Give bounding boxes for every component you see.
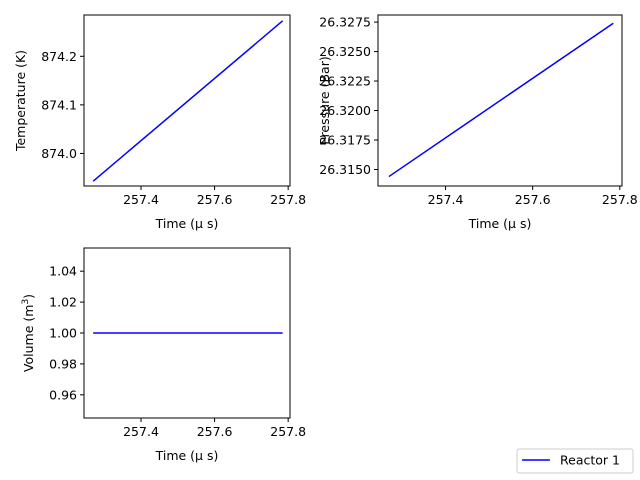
pressure-y-tick-label: 26.3150 (319, 162, 371, 177)
volume-y-tick-label: 1.02 (49, 295, 77, 310)
pressure-y-tick-label: 26.3225 (319, 74, 371, 89)
temperature-axes-frame (83, 14, 291, 187)
temperature-y-axis-label: Temperature (K) (13, 50, 28, 152)
volume-y-tick-label: 1.04 (49, 264, 77, 279)
volume-y-tick-label: 0.98 (49, 356, 77, 371)
volume-y-tick-label: 1.00 (49, 326, 77, 341)
pressure-series-line (388, 22, 614, 178)
volume-x-tick-label: 257.4 (123, 424, 159, 439)
legend-frame (516, 448, 634, 474)
temperature-x-tick-label: 257.6 (197, 192, 233, 207)
pressure-x-tick-label: 257.6 (515, 192, 551, 207)
pressure-y-axis-label: Pressure (Bar) (317, 56, 332, 144)
temperature-x-tick-label: 257.8 (270, 192, 306, 207)
temperature-x-tick-label: 257.4 (123, 192, 159, 207)
pressure-x-tick-label: 257.8 (602, 192, 638, 207)
volume-y-axis-label: Volume (m3) (21, 294, 36, 372)
temperature-series-line (92, 20, 284, 182)
temperature-x-axis-label: Time (μ s) (155, 216, 219, 231)
pressure-y-tick-label: 26.3250 (319, 44, 371, 59)
legend: Reactor 1 (516, 448, 634, 474)
pressure-x-tick-label: 257.4 (428, 192, 464, 207)
pressure-y-tick-label: 26.3175 (319, 133, 371, 148)
volume-x-axis-label: Time (μ s) (155, 448, 219, 463)
pressure-y-tick-label: 26.3275 (319, 15, 371, 30)
pressure-axes-frame (377, 14, 623, 187)
pressure-y-tick-label: 26.3200 (319, 103, 371, 118)
temperature-y-tick-label: 874.2 (41, 49, 77, 64)
temperature-plot: 257.4 257.6 257.8 874.0 874.1 874.2 Time (μ s)… (13, 14, 306, 231)
volume-x-tick-label: 257.8 (270, 424, 306, 439)
temperature-y-tick-label: 874.1 (41, 97, 77, 112)
volume-y-tick-label: 0.96 (49, 387, 77, 402)
pressure-x-axis-label: Time (μ s) (468, 216, 532, 231)
volume-x-tick-label: 257.6 (197, 424, 233, 439)
pressure-plot: 257.4 257.6 257.8 26.3150 26.3175 26.3200 26.3… (317, 14, 638, 231)
legend-label: Reactor 1 (560, 453, 620, 468)
temperature-y-tick-label: 874.0 (41, 146, 77, 161)
volume-plot: 257.4 257.6 257.8 0.96 0.98 1.00 1.02 1.04 Time … (21, 247, 306, 463)
